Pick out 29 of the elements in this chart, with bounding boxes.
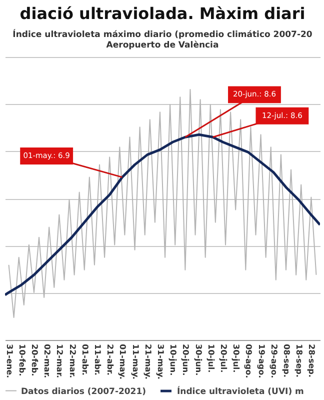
x-tick-label: 21-abr. <box>106 344 115 376</box>
x-tick-label: 09-ago. <box>244 344 254 378</box>
x-tick-label: 12-mar. <box>55 344 64 378</box>
x-tick-label: 10-jul. <box>206 344 216 373</box>
x-tick-label: 19-ago. <box>256 344 266 378</box>
x-tick-label: 28-sep. <box>307 344 316 378</box>
x-tick-label: 11-abr. <box>92 344 102 376</box>
x-tick-label: 31-may. <box>156 344 165 380</box>
x-tick-label: 31-ene. <box>4 344 14 378</box>
x-tick-label: 20-feb. <box>30 344 39 376</box>
x-tick-label: 20-jun. <box>181 344 190 376</box>
x-tick-label: 08-sep. <box>282 344 291 378</box>
legend-label: Índice ultravioleta (UVI) m <box>177 386 304 397</box>
x-tick-label: 01-may. <box>118 344 128 380</box>
x-tick-label: 11-may. <box>130 344 140 380</box>
x-tick-label: 10-jun. <box>168 344 178 376</box>
x-tick-label: 30-jul. <box>232 344 241 373</box>
chart-subtitle: Índice ultravioleta máximo diario (promedio climático 2007-20 Aeropuerto de València <box>12 29 312 50</box>
legend-label: Datos diarios (2007-2021) <box>21 386 146 397</box>
x-tick-label: 20-jul. <box>218 344 228 373</box>
x-tick-label: 29-ago. <box>269 344 278 378</box>
x-tick-label: 22-mar. <box>68 344 77 378</box>
x-tick-label: 21-may. <box>143 344 152 380</box>
x-tick-label: 01-abr. <box>80 344 90 376</box>
x-tick-label: 10-feb. <box>17 344 26 376</box>
x-tick-label: 18-sep. <box>294 344 304 378</box>
chart-title: diació ultraviolada. Màxim diari <box>20 4 306 23</box>
x-tick-label: 30-jun. <box>194 344 203 376</box>
x-tick-label: 02-mar. <box>42 344 52 378</box>
